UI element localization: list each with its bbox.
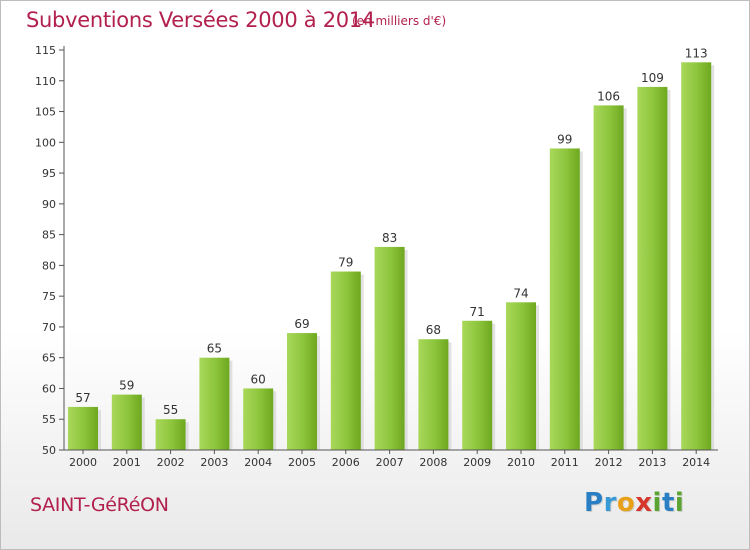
x-tick-label: 2010	[507, 456, 535, 469]
x-tick-label: 2002	[157, 456, 185, 469]
logo-letter: o	[616, 488, 636, 518]
bar-value-label: 69	[294, 317, 309, 331]
y-tick-label: 115	[35, 44, 56, 57]
x-tick-label: 2009	[463, 456, 491, 469]
x-tick-label: 2014	[682, 456, 710, 469]
x-tick-label: 2006	[332, 456, 360, 469]
bar-value-label: 71	[470, 305, 485, 319]
bar	[199, 357, 230, 450]
y-tick-label: 60	[42, 382, 56, 395]
bar	[68, 406, 98, 450]
bar-value-label: 68	[426, 323, 441, 337]
bar-value-label: 106	[597, 89, 620, 103]
x-tick-label: 2008	[419, 456, 447, 469]
bar-value-label: 109	[641, 71, 664, 85]
bar	[287, 333, 317, 450]
logo-letter: P	[584, 488, 604, 518]
logo-letter: r	[603, 488, 617, 518]
x-tick-label: 2004	[244, 456, 272, 469]
bar	[549, 148, 580, 450]
x-tick-label: 2000	[69, 456, 97, 469]
bar-value-label: 59	[119, 379, 134, 393]
bar	[111, 394, 142, 450]
commune-name: SAINT-GéRéON	[30, 494, 169, 516]
bar-value-label: 60	[251, 372, 266, 386]
bar	[330, 271, 361, 450]
x-tick-label: 2001	[113, 456, 141, 469]
bar-value-label: 79	[338, 256, 353, 270]
proxiti-logo: Proxiti	[584, 488, 684, 518]
bar-value-label: 74	[513, 286, 528, 300]
bar	[506, 302, 536, 450]
y-tick-label: 50	[42, 444, 56, 457]
bar	[243, 388, 274, 450]
bar	[374, 246, 405, 450]
x-tick-label: 2012	[595, 456, 623, 469]
bar-value-label: 113	[685, 46, 708, 60]
x-tick-label: 2013	[638, 456, 666, 469]
bar-value-label: 65	[207, 342, 222, 356]
y-tick-label: 90	[42, 198, 56, 211]
y-tick-label: 70	[42, 321, 56, 334]
y-tick-label: 65	[42, 352, 56, 365]
bar	[637, 86, 668, 450]
y-tick-label: 80	[42, 259, 56, 272]
bar-value-label: 83	[382, 231, 397, 245]
x-tick-label: 2007	[376, 456, 404, 469]
logo-letter: x	[635, 488, 653, 518]
x-tick-label: 2005	[288, 456, 316, 469]
x-tick-label: 2003	[200, 456, 228, 469]
y-tick-label: 105	[35, 106, 56, 119]
bar-value-label: 57	[75, 391, 90, 405]
bar	[418, 339, 449, 450]
bar	[593, 105, 624, 450]
logo-letter: t	[661, 488, 675, 518]
bar	[681, 62, 712, 451]
bar	[462, 320, 493, 450]
bar	[155, 419, 186, 450]
logo-letter: i	[674, 488, 685, 518]
bar-value-label: 55	[163, 403, 178, 417]
y-tick-label: 95	[42, 167, 56, 180]
chart-title: Subventions Versées 2000 à 2014	[26, 8, 375, 32]
bar-value-label: 99	[557, 132, 572, 146]
x-tick-label: 2011	[551, 456, 579, 469]
chart-subtitle: (en milliers d'€)	[352, 14, 447, 28]
y-tick-label: 85	[42, 229, 56, 242]
y-tick-label: 75	[42, 290, 56, 303]
y-tick-label: 55	[42, 413, 56, 426]
y-tick-label: 100	[35, 136, 56, 149]
logo-letter: i	[652, 488, 662, 518]
y-tick-label: 110	[35, 75, 56, 88]
